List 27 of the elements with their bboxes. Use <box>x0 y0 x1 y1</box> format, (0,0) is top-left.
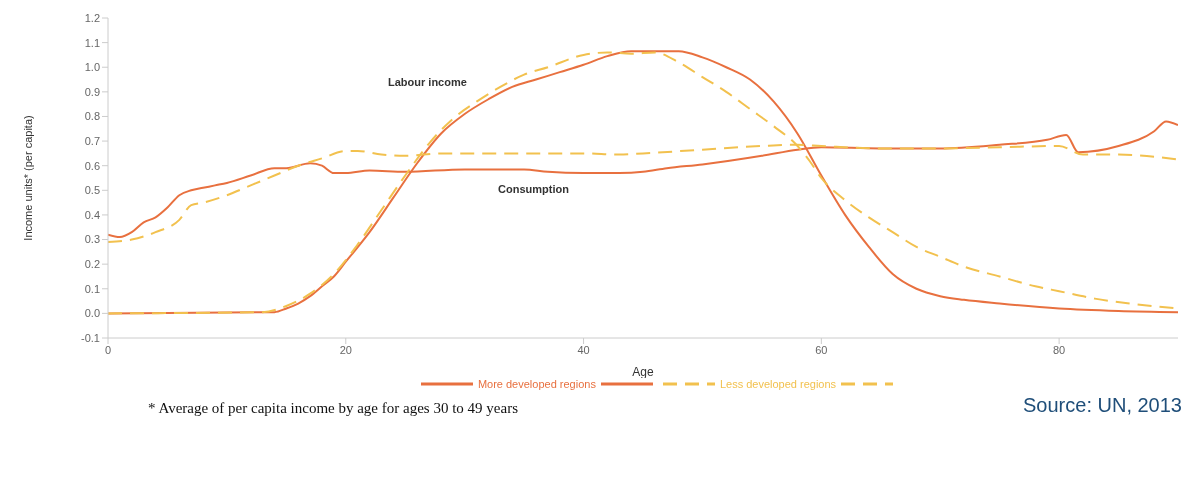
y-tick-label: 0.2 <box>84 258 100 271</box>
x-axis-title: Age <box>632 365 654 379</box>
x-tick-label: 60 <box>815 343 828 356</box>
legend-label: Less developed regions <box>719 378 837 390</box>
y-tick-label: 1.0 <box>84 61 100 74</box>
source-note: Source: UN, 2013 <box>1023 394 1182 417</box>
x-tick-label: 20 <box>339 343 352 356</box>
y-tick-label: 0.7 <box>84 134 100 147</box>
annotation: Consumption <box>498 183 569 195</box>
annotation: Labour income <box>388 76 467 88</box>
y-axis-title: Income units* (per capita) <box>21 115 34 241</box>
y-tick-label: 0.0 <box>84 307 100 320</box>
y-tick-label: 1.1 <box>84 36 100 49</box>
y-tick-label: 0.5 <box>84 184 100 197</box>
y-tick-label: 0.3 <box>84 233 100 246</box>
text: * Average of per capita income by age for ages 30 to 49 years <box>148 400 518 417</box>
y-tick-label: 0.9 <box>84 85 100 98</box>
y-tick-label: 0.1 <box>84 282 100 295</box>
x-tick-label: 80 <box>1052 343 1066 356</box>
y-tick-label: 0.6 <box>84 159 100 172</box>
x-tick-label: 0 <box>104 343 112 356</box>
y-tick-label: 0.8 <box>84 110 100 123</box>
y-tick-label: -0.1 <box>81 331 100 344</box>
y-tick-label: 1.2 <box>84 11 100 24</box>
legend-label: More developed regions <box>477 378 596 390</box>
x-tick-label: 40 <box>577 343 590 356</box>
y-tick-label: 0.4 <box>84 208 100 221</box>
